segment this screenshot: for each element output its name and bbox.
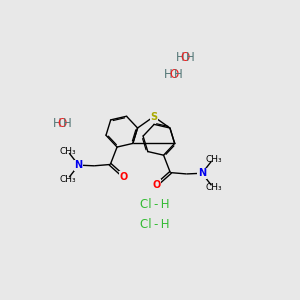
Text: CH₃: CH₃ — [59, 175, 76, 184]
Text: O: O — [57, 117, 67, 130]
Text: Cl - H: Cl - H — [140, 198, 170, 211]
Text: CH₃: CH₃ — [205, 183, 222, 192]
Text: N: N — [75, 160, 83, 170]
Text: H: H — [174, 68, 183, 81]
Text: O: O — [181, 51, 190, 64]
Text: H: H — [176, 51, 185, 64]
Text: H: H — [164, 68, 173, 81]
Text: N: N — [198, 168, 206, 178]
Text: O: O — [169, 68, 178, 81]
Text: CH₃: CH₃ — [205, 155, 222, 164]
Text: S: S — [150, 112, 157, 122]
Text: O: O — [153, 180, 161, 190]
Text: O: O — [120, 172, 128, 182]
Text: CH₃: CH₃ — [59, 147, 76, 156]
Text: H: H — [53, 117, 62, 130]
Text: H: H — [62, 117, 71, 130]
Text: H: H — [186, 51, 194, 64]
Text: Cl - H: Cl - H — [140, 218, 170, 231]
